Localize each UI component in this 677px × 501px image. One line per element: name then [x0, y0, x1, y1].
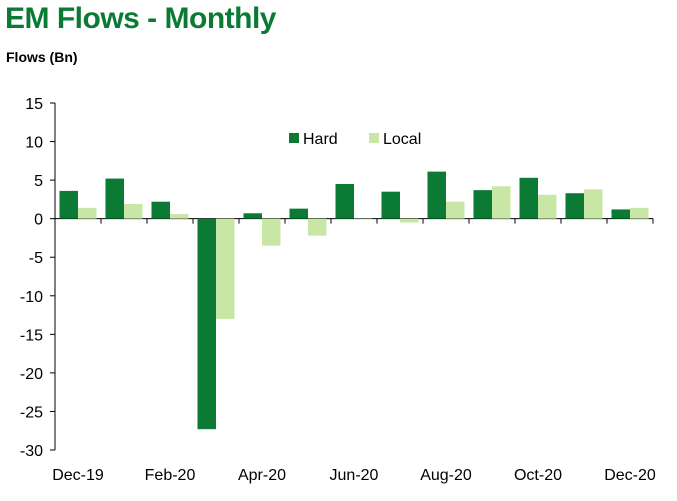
bars [59, 171, 649, 430]
y-tick-label: -30 [20, 443, 43, 460]
bar-local-may-20 [308, 218, 327, 236]
x-tick-label: Dec-19 [52, 467, 104, 484]
legend: Hard Local [289, 131, 421, 148]
bar-local-jan-20 [124, 204, 143, 219]
x-tick-label: Aug-20 [420, 467, 472, 484]
y-tick-label: -20 [20, 366, 43, 383]
bar-hard-oct-20 [519, 177, 538, 219]
axes: 15 10 5 0 -5 -10 -15 -20 -25 -30 Dec-19 Feb-20 Apr-2… [20, 96, 656, 484]
bar-local-oct-20 [538, 194, 557, 219]
bar-local-jul-20 [400, 218, 419, 223]
legend-swatch-local [369, 133, 379, 143]
y-tick-label: 15 [25, 96, 43, 113]
bar-hard-mar-20 [197, 218, 216, 430]
x-tick-label: Oct-20 [514, 467, 562, 484]
y-tick-label: -10 [20, 289, 43, 306]
bar-local-sep-20 [492, 186, 511, 219]
bar-hard-jun-20 [335, 183, 354, 219]
y-tick-label: -15 [20, 327, 43, 344]
y-tick-label: 10 [25, 135, 43, 152]
bar-hard-may-20 [289, 208, 308, 219]
bar-hard-dec-20 [611, 209, 630, 219]
bar-hard-feb-20 [151, 201, 170, 219]
bar-local-aug-20 [446, 201, 465, 219]
legend-label-hard: Hard [303, 131, 338, 148]
x-tick-label: Apr-20 [238, 467, 286, 484]
bar-hard-apr-20 [243, 213, 262, 219]
bar-local-apr-20 [262, 218, 281, 246]
bar-local-feb-20 [170, 214, 189, 219]
bar-local-dec-20 [630, 207, 649, 219]
y-tick-label: -5 [29, 250, 43, 267]
y-tick-label: 0 [34, 212, 43, 229]
y-tick-label: -25 [20, 404, 43, 421]
bar-local-dec-19 [78, 207, 97, 219]
y-tick-label: 5 [34, 173, 43, 190]
legend-swatch-hard [289, 133, 299, 143]
bar-hard-dec-19 [59, 190, 78, 219]
x-tick-label: Jun-20 [330, 467, 379, 484]
bar-local-nov-20 [584, 189, 603, 219]
x-tick-label: Feb-20 [145, 467, 196, 484]
bar-hard-jan-20 [105, 178, 124, 219]
y-axis-label: Flows (Bn) [6, 49, 78, 65]
bar-hard-jul-20 [381, 191, 400, 219]
x-tick-label: Dec-20 [604, 467, 656, 484]
bar-hard-aug-20 [427, 171, 446, 219]
bar-local-jun-20 [354, 218, 373, 220]
bar-hard-nov-20 [565, 193, 584, 219]
chart-title: EM Flows - Monthly [5, 2, 276, 35]
legend-label-local: Local [383, 131, 421, 148]
bar-local-mar-20 [216, 218, 235, 319]
bar-hard-sep-20 [473, 190, 492, 219]
